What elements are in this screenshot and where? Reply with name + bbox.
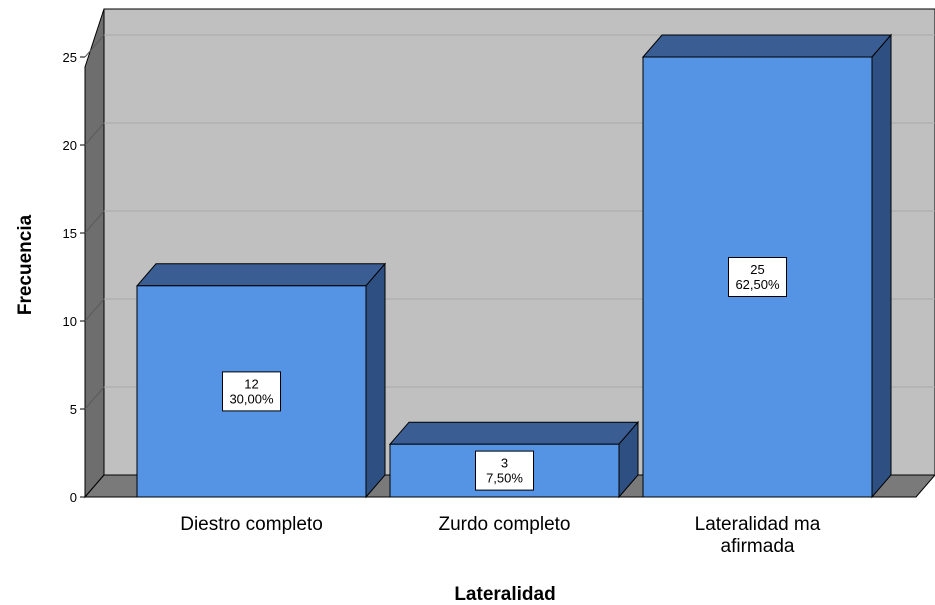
y-axis-ticks: 0 5 10 15 20 25 <box>63 50 85 505</box>
bar-2: 37,50% <box>388 420 640 499</box>
data-label-count: 25 <box>750 262 764 277</box>
y-tick-label: 10 <box>63 314 77 329</box>
y-tick-label: 0 <box>70 490 77 505</box>
y-axis-title: Frecuencia <box>15 214 36 315</box>
y-tick-label: 5 <box>70 402 77 417</box>
data-label-count: 3 <box>501 456 508 471</box>
bar-side <box>365 262 386 499</box>
gridline-side <box>84 386 105 410</box>
bar-top <box>135 263 387 287</box>
x-axis-category-labels: Diestro completo Zurdo completo Lateralida… <box>180 514 821 557</box>
data-label-box <box>475 450 534 491</box>
bar-side <box>871 33 892 499</box>
gridline-side <box>84 122 105 146</box>
data-label-percent: 62,50% <box>735 277 780 292</box>
y-tick-label: 15 <box>63 226 77 241</box>
data-label-percent: 7,50% <box>486 471 523 486</box>
y-tick-label: 20 <box>63 138 77 153</box>
data-label-box <box>728 257 787 297</box>
data-label-count: 12 <box>244 376 258 391</box>
gridline-side <box>84 34 105 58</box>
data-label-percent: 30,00% <box>229 391 274 406</box>
y-tick-label: 25 <box>63 50 77 65</box>
bar-top <box>641 34 893 58</box>
bar-top <box>388 421 640 445</box>
x-axis-title: Lateralidad <box>454 584 555 605</box>
x-tick-label: Zurdo completo <box>438 514 570 535</box>
x-tick-label: Diestro completo <box>180 514 323 535</box>
x-tick-label: Lateralidad ma afirmada <box>695 514 821 557</box>
data-label-box <box>222 371 281 412</box>
left-wall <box>84 8 105 499</box>
gridline-side <box>84 210 105 234</box>
gridline-side <box>84 298 105 322</box>
